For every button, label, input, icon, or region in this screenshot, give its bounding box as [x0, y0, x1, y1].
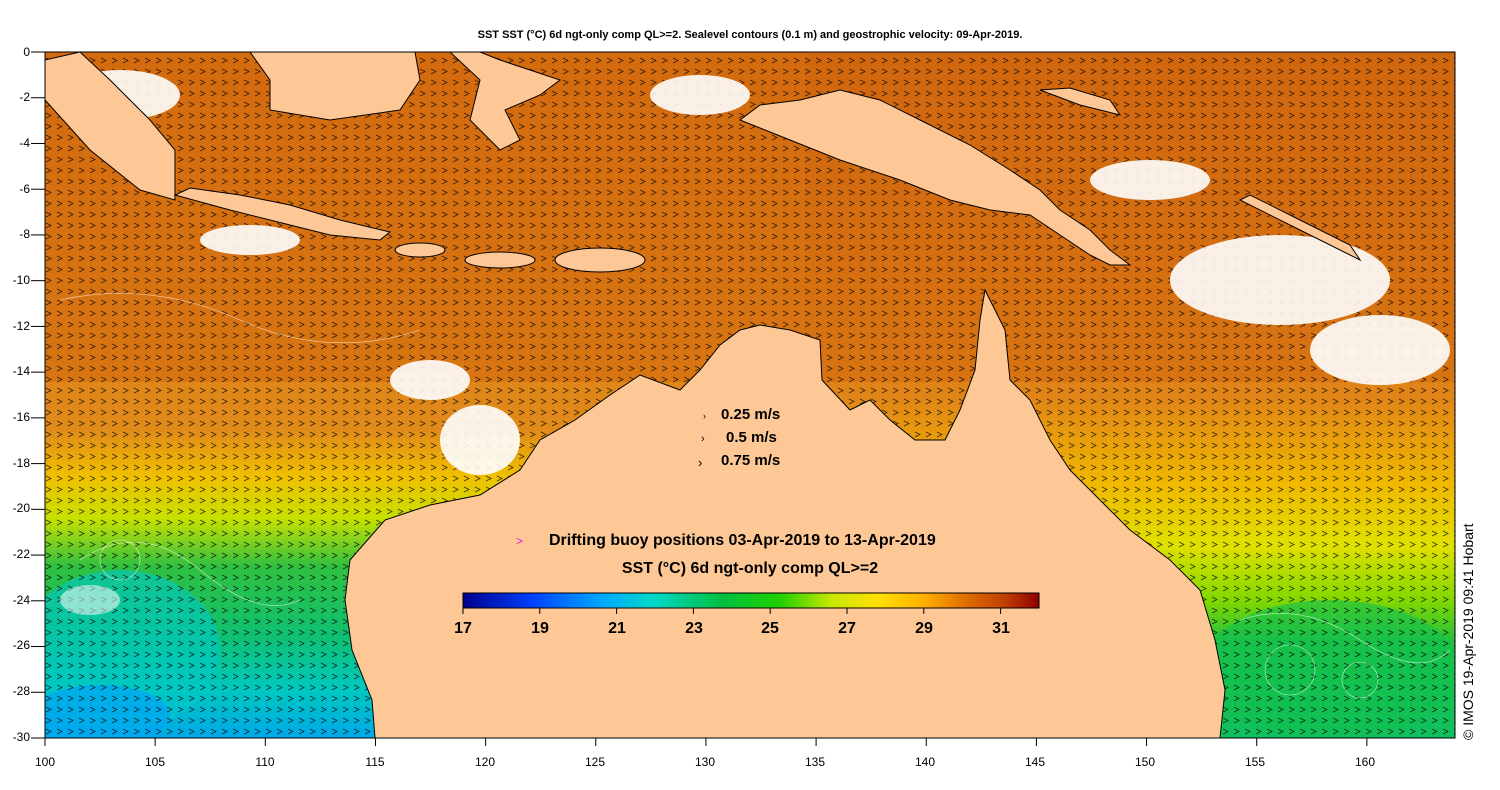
- y-tick-label-13: -26: [12, 638, 30, 652]
- cloud-mask: [60, 70, 1450, 615]
- sealevel-contours: [59, 293, 1451, 699]
- colorbar-label-19: 19: [531, 620, 549, 637]
- y-tick-label-6: -12: [12, 319, 30, 333]
- x-tick-label-12: 160: [1354, 755, 1376, 769]
- velocity-arrow-icon: ›: [703, 411, 706, 421]
- x-tick-label-9: 145: [1024, 755, 1046, 769]
- sumatra-land: [45, 52, 176, 201]
- y-tick-label-7: -14: [12, 364, 30, 378]
- x-tick-label-1: 105: [144, 755, 166, 769]
- y-tick-label-5: -10: [12, 273, 30, 287]
- y-tick-label-0: 0: [23, 45, 30, 59]
- x-tick-label-6: 130: [694, 755, 716, 769]
- axis-ticks: [31, 51, 1368, 746]
- x-tick-label-11: 155: [1244, 755, 1266, 769]
- y-tick-label-10: -20: [12, 501, 30, 515]
- x-tick-label-7: 135: [804, 755, 826, 769]
- velocity-legend-0: 0.25 m/s: [721, 406, 781, 423]
- colorbar-label-25: 25: [761, 620, 779, 637]
- y-tick-label-1: -2: [19, 90, 30, 104]
- y-tick-label-15: -30: [12, 730, 30, 744]
- colorbar-label-23: 23: [685, 620, 703, 637]
- velocity-arrow-icon: ›: [701, 433, 705, 445]
- colorbar-label-21: 21: [608, 620, 626, 637]
- colorbar-label-27: 27: [838, 620, 856, 637]
- velocity-legend-1: 0.5 m/s: [726, 429, 777, 446]
- colorbar: [462, 592, 1040, 609]
- x-tick-label-2: 110: [255, 755, 275, 769]
- x-tick-label-5: 125: [584, 755, 606, 769]
- velocity-arrow-icon: ›: [698, 455, 703, 470]
- x-tick-label-0: 100: [34, 755, 56, 769]
- colorbar-label-17: 17: [454, 620, 472, 637]
- colorbar-ticks: [462, 608, 1002, 614]
- y-tick-label-11: -22: [12, 547, 30, 561]
- borneo-land: [249, 52, 421, 121]
- y-tick-label-3: -6: [19, 182, 30, 196]
- imos-credit: © IMOS 19-Apr-2019 09:41 Hobart: [1460, 523, 1476, 740]
- x-tick-label-3: 115: [365, 755, 385, 769]
- velocity-legend-2: 0.75 m/s: [721, 452, 781, 469]
- colorbar-label-31: 31: [992, 620, 1010, 637]
- sulawesi-land: [449, 52, 562, 151]
- map-title: SST SST (°C) 6d ngt-only comp QL>=2. Sea…: [477, 29, 1023, 41]
- y-tick-label-14: -28: [12, 684, 30, 698]
- australia-land: [344, 288, 1226, 738]
- buoy-marker-icon: >: [516, 534, 524, 548]
- java-land: [173, 187, 392, 241]
- lesser-sunda-land: [464, 251, 536, 269]
- colorbar-label-29: 29: [915, 620, 933, 637]
- y-tick-label-9: -18: [12, 456, 30, 470]
- y-tick-label-8: -16: [12, 410, 30, 424]
- y-tick-label-2: -4: [19, 136, 30, 150]
- x-tick-label-4: 120: [474, 755, 496, 769]
- map-frame: [44, 51, 1456, 739]
- land: [45, 52, 1362, 738]
- y-tick-label-4: -8: [19, 227, 30, 241]
- buoy-legend-label: Drifting buoy positions 03-Apr-2019 to 1…: [549, 532, 936, 549]
- y-tick-label-12: -24: [12, 593, 30, 607]
- colorbar-title: SST (°C) 6d ngt-only comp QL>=2: [621, 560, 879, 577]
- new-guinea-land: [738, 89, 1132, 266]
- x-tick-label-8: 140: [914, 755, 936, 769]
- x-tick-label-10: 150: [1134, 755, 1156, 769]
